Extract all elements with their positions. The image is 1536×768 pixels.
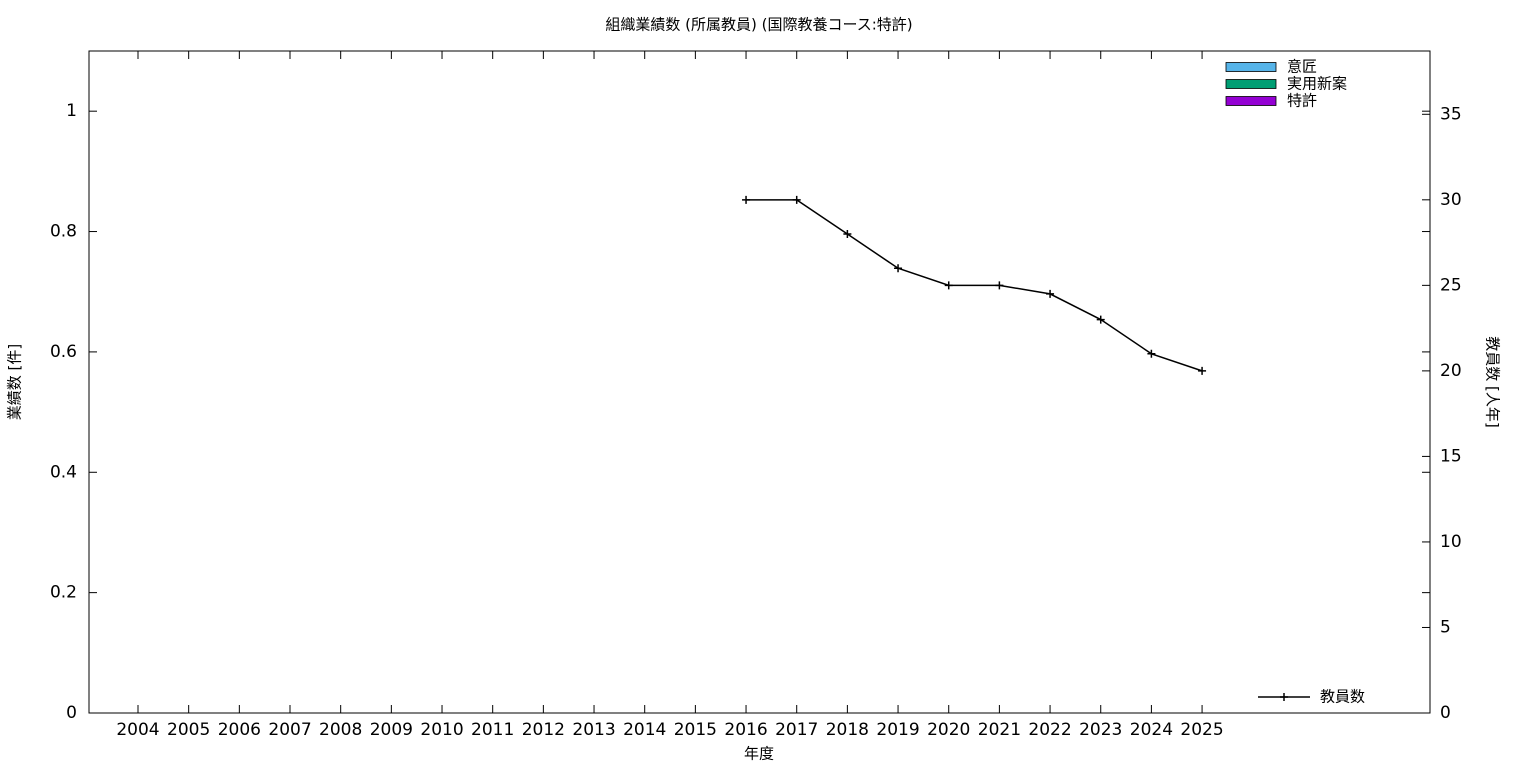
y2-tick-label: 35: [1440, 104, 1462, 124]
point-marker: [742, 195, 751, 204]
x-tick-label: 2020: [927, 720, 970, 740]
x-tick-label: 2007: [268, 720, 311, 740]
y2-tick-label: 25: [1440, 275, 1462, 295]
y-tick-label: 0.6: [50, 342, 77, 362]
point-marker: [1046, 289, 1055, 298]
point-marker: [894, 264, 903, 273]
y2-tick-label: 10: [1440, 532, 1462, 552]
x-tick-label: 2021: [978, 720, 1021, 740]
x-tick-label: 2004: [116, 720, 159, 740]
legend-marker: [1280, 693, 1288, 701]
y2-tick-label: 0: [1440, 703, 1451, 723]
x-tick-label: 2013: [572, 720, 615, 740]
plot-frame: [88, 50, 1431, 714]
legend-swatch: [1225, 79, 1277, 89]
x-tick-label: 2015: [674, 720, 717, 740]
legend-label: 特許: [1287, 92, 1317, 110]
y-tick-label: 1: [66, 101, 77, 121]
legend-label: 意匠: [1287, 58, 1317, 76]
y-tick-label: 0: [66, 703, 77, 723]
y2-axis-label: 教員数 [人年]: [1484, 336, 1502, 427]
chart-title: 組織業績数 (所属教員) (国際教養コース:特許): [605, 16, 912, 34]
legend-swatch: [1225, 96, 1277, 106]
x-tick-label: 2008: [319, 720, 362, 740]
line: [746, 199, 1203, 372]
x-tick-label: 2016: [724, 720, 767, 740]
y2-tick-label: 5: [1440, 617, 1451, 637]
x-tick-label: 2009: [370, 720, 413, 740]
y2-tick-label: 15: [1440, 446, 1462, 466]
x-tick-label: 2024: [1130, 720, 1173, 740]
x-axis-label: 年度: [744, 745, 774, 763]
x-tick-label: 2025: [1180, 720, 1223, 740]
point-marker: [995, 281, 1004, 290]
y-tick-label: 0.4: [50, 462, 77, 482]
x-tick-label: 2017: [775, 720, 818, 740]
legend-label: 教員数: [1320, 688, 1365, 706]
point-marker: [944, 281, 953, 290]
x-tick-label: 2014: [623, 720, 666, 740]
x-tick-label: 2023: [1079, 720, 1122, 740]
y-tick-label: 0.8: [50, 222, 77, 242]
point-marker: [1096, 315, 1105, 324]
point-marker: [843, 230, 852, 239]
y2-tick-label: 30: [1440, 190, 1462, 210]
point-marker: [1198, 366, 1207, 375]
x-tick-label: 2012: [522, 720, 565, 740]
x-tick-label: 2022: [1028, 720, 1071, 740]
x-tick-label: 2006: [218, 720, 261, 740]
point-marker: [792, 195, 801, 204]
point-marker: [1147, 349, 1156, 358]
y-axis-label: 業績数 [件]: [6, 344, 24, 420]
x-tick-label: 2019: [876, 720, 919, 740]
y2-tick-label: 20: [1440, 361, 1462, 381]
x-tick-label: 2011: [471, 720, 514, 740]
x-tick-label: 2005: [167, 720, 210, 740]
x-tick-label: 2018: [826, 720, 869, 740]
legend-label: 実用新案: [1287, 75, 1347, 93]
y-tick-label: 0.2: [50, 583, 77, 603]
x-tick-label: 2010: [420, 720, 463, 740]
legend-swatch: [1225, 62, 1277, 72]
